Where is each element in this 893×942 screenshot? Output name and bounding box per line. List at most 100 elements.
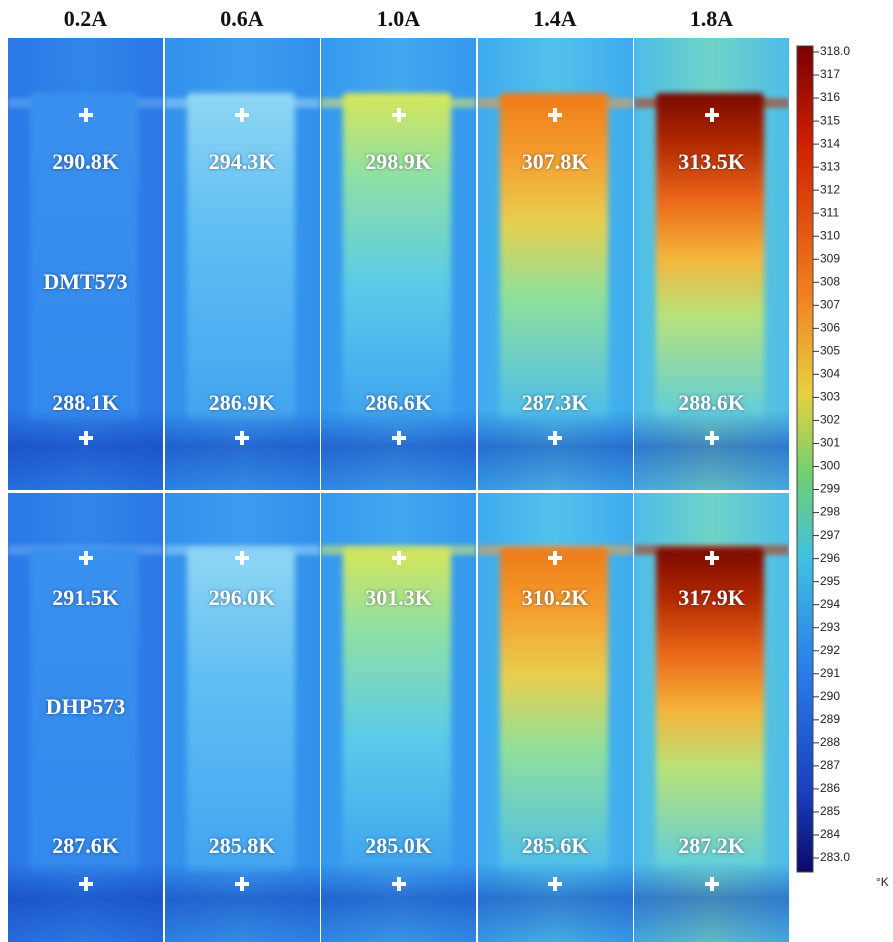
marker xyxy=(79,877,93,891)
tick-label: 318.0 xyxy=(820,44,850,58)
sample-label: DHP573 xyxy=(8,694,163,720)
tick-label: 298 xyxy=(820,505,840,519)
bottom-temperature: 287.3K xyxy=(478,390,633,416)
thermal-panel: 291.5K 287.6K DHP573 xyxy=(8,493,163,942)
tick-label: 310 xyxy=(820,228,840,242)
marker xyxy=(705,108,719,122)
tick-label: 284 xyxy=(820,827,840,841)
sample-base xyxy=(478,410,633,490)
tick-label: 286 xyxy=(820,781,840,795)
top-temperature: 307.8K xyxy=(478,149,633,175)
bottom-temperature: 286.6K xyxy=(321,390,476,416)
tick-label: 301 xyxy=(820,436,840,450)
marker xyxy=(548,108,562,122)
thermal-panel: 296.0K 285.8K xyxy=(165,493,320,942)
column-header: 0.2A xyxy=(8,6,163,32)
column-header: 1.0A xyxy=(321,6,476,32)
colorbar-gradient xyxy=(797,46,813,872)
tick-label: 287 xyxy=(820,758,840,772)
sample xyxy=(187,93,295,420)
sample-base xyxy=(478,862,633,942)
tick-label: 291 xyxy=(820,666,840,680)
tick-label: 294 xyxy=(820,597,840,611)
column-header: 1.8A xyxy=(634,6,789,32)
bottom-temperature: 286.9K xyxy=(165,390,320,416)
top-temperature: 290.8K xyxy=(8,149,163,175)
thermal-panel: 290.8K 288.1K DMT573 xyxy=(8,38,163,490)
top-temperature: 313.5K xyxy=(634,149,789,175)
marker xyxy=(235,551,249,565)
sample-base xyxy=(8,862,163,942)
tick-label: 311 xyxy=(820,205,839,219)
top-temperature: 301.3K xyxy=(321,585,476,611)
sample-label: DMT573 xyxy=(8,269,163,295)
thermal-panel: 310.2K 285.6K xyxy=(478,493,633,942)
marker xyxy=(79,108,93,122)
top-temperature: 291.5K xyxy=(8,585,163,611)
tick-label: 288 xyxy=(820,735,840,749)
bottom-temperature: 285.0K xyxy=(321,833,476,859)
sample-base xyxy=(634,862,789,942)
marker xyxy=(79,431,93,445)
column-header: 1.4A xyxy=(478,6,633,32)
tick-label: 316 xyxy=(820,90,840,104)
tick-label: 283.0 xyxy=(820,850,850,864)
marker xyxy=(79,551,93,565)
tick-label: 317 xyxy=(820,67,840,81)
marker xyxy=(548,431,562,445)
thermal-panel: 301.3K 285.0K xyxy=(321,493,476,942)
tick-label: 305 xyxy=(820,344,840,358)
thermal-panel: 317.9K 287.2K xyxy=(634,493,789,942)
bottom-temperature: 287.2K xyxy=(634,833,789,859)
marker xyxy=(705,431,719,445)
bottom-temperature: 288.1K xyxy=(8,390,163,416)
bottom-temperature: 287.6K xyxy=(8,833,163,859)
tick-label: 285 xyxy=(820,804,840,818)
sample xyxy=(500,93,608,420)
bottom-temperature: 285.8K xyxy=(165,833,320,859)
tick-label: 304 xyxy=(820,367,840,381)
marker xyxy=(392,877,406,891)
sample-base xyxy=(321,862,476,942)
thermal-panel: 313.5K 288.6K xyxy=(634,38,789,490)
bottom-temperature: 285.6K xyxy=(478,833,633,859)
sample-base xyxy=(321,410,476,490)
marker xyxy=(235,108,249,122)
marker xyxy=(705,551,719,565)
top-temperature: 296.0K xyxy=(165,585,320,611)
tick-label: 309 xyxy=(820,251,840,265)
top-temperature: 298.9K xyxy=(321,149,476,175)
top-temperature: 317.9K xyxy=(634,585,789,611)
tick-label: 297 xyxy=(820,528,840,542)
marker xyxy=(235,877,249,891)
tick-label: 292 xyxy=(820,643,840,657)
tick-label: 296 xyxy=(820,551,840,565)
sample-base xyxy=(165,862,320,942)
tick-label: 290 xyxy=(820,689,840,703)
tick-label: 314 xyxy=(820,136,840,150)
tick-label: 306 xyxy=(820,321,840,335)
sample xyxy=(30,93,138,420)
marker xyxy=(548,551,562,565)
marker xyxy=(392,551,406,565)
marker xyxy=(705,877,719,891)
tick-label: 295 xyxy=(820,574,840,588)
colorbar-unit: °K xyxy=(876,875,889,889)
bottom-temperature: 288.6K xyxy=(634,390,789,416)
marker xyxy=(392,431,406,445)
sample-base xyxy=(165,410,320,490)
sample xyxy=(656,93,764,420)
tick-label: 313 xyxy=(820,159,840,173)
column-header: 0.6A xyxy=(165,6,320,32)
tick-label: 302 xyxy=(820,413,840,427)
tick-label: 299 xyxy=(820,482,840,496)
sample-base xyxy=(8,410,163,490)
marker xyxy=(548,877,562,891)
top-temperature: 310.2K xyxy=(478,585,633,611)
tick-label: 303 xyxy=(820,390,840,404)
tick-label: 308 xyxy=(820,274,840,288)
tick-label: 300 xyxy=(820,459,840,473)
tick-label: 307 xyxy=(820,297,840,311)
marker xyxy=(392,108,406,122)
